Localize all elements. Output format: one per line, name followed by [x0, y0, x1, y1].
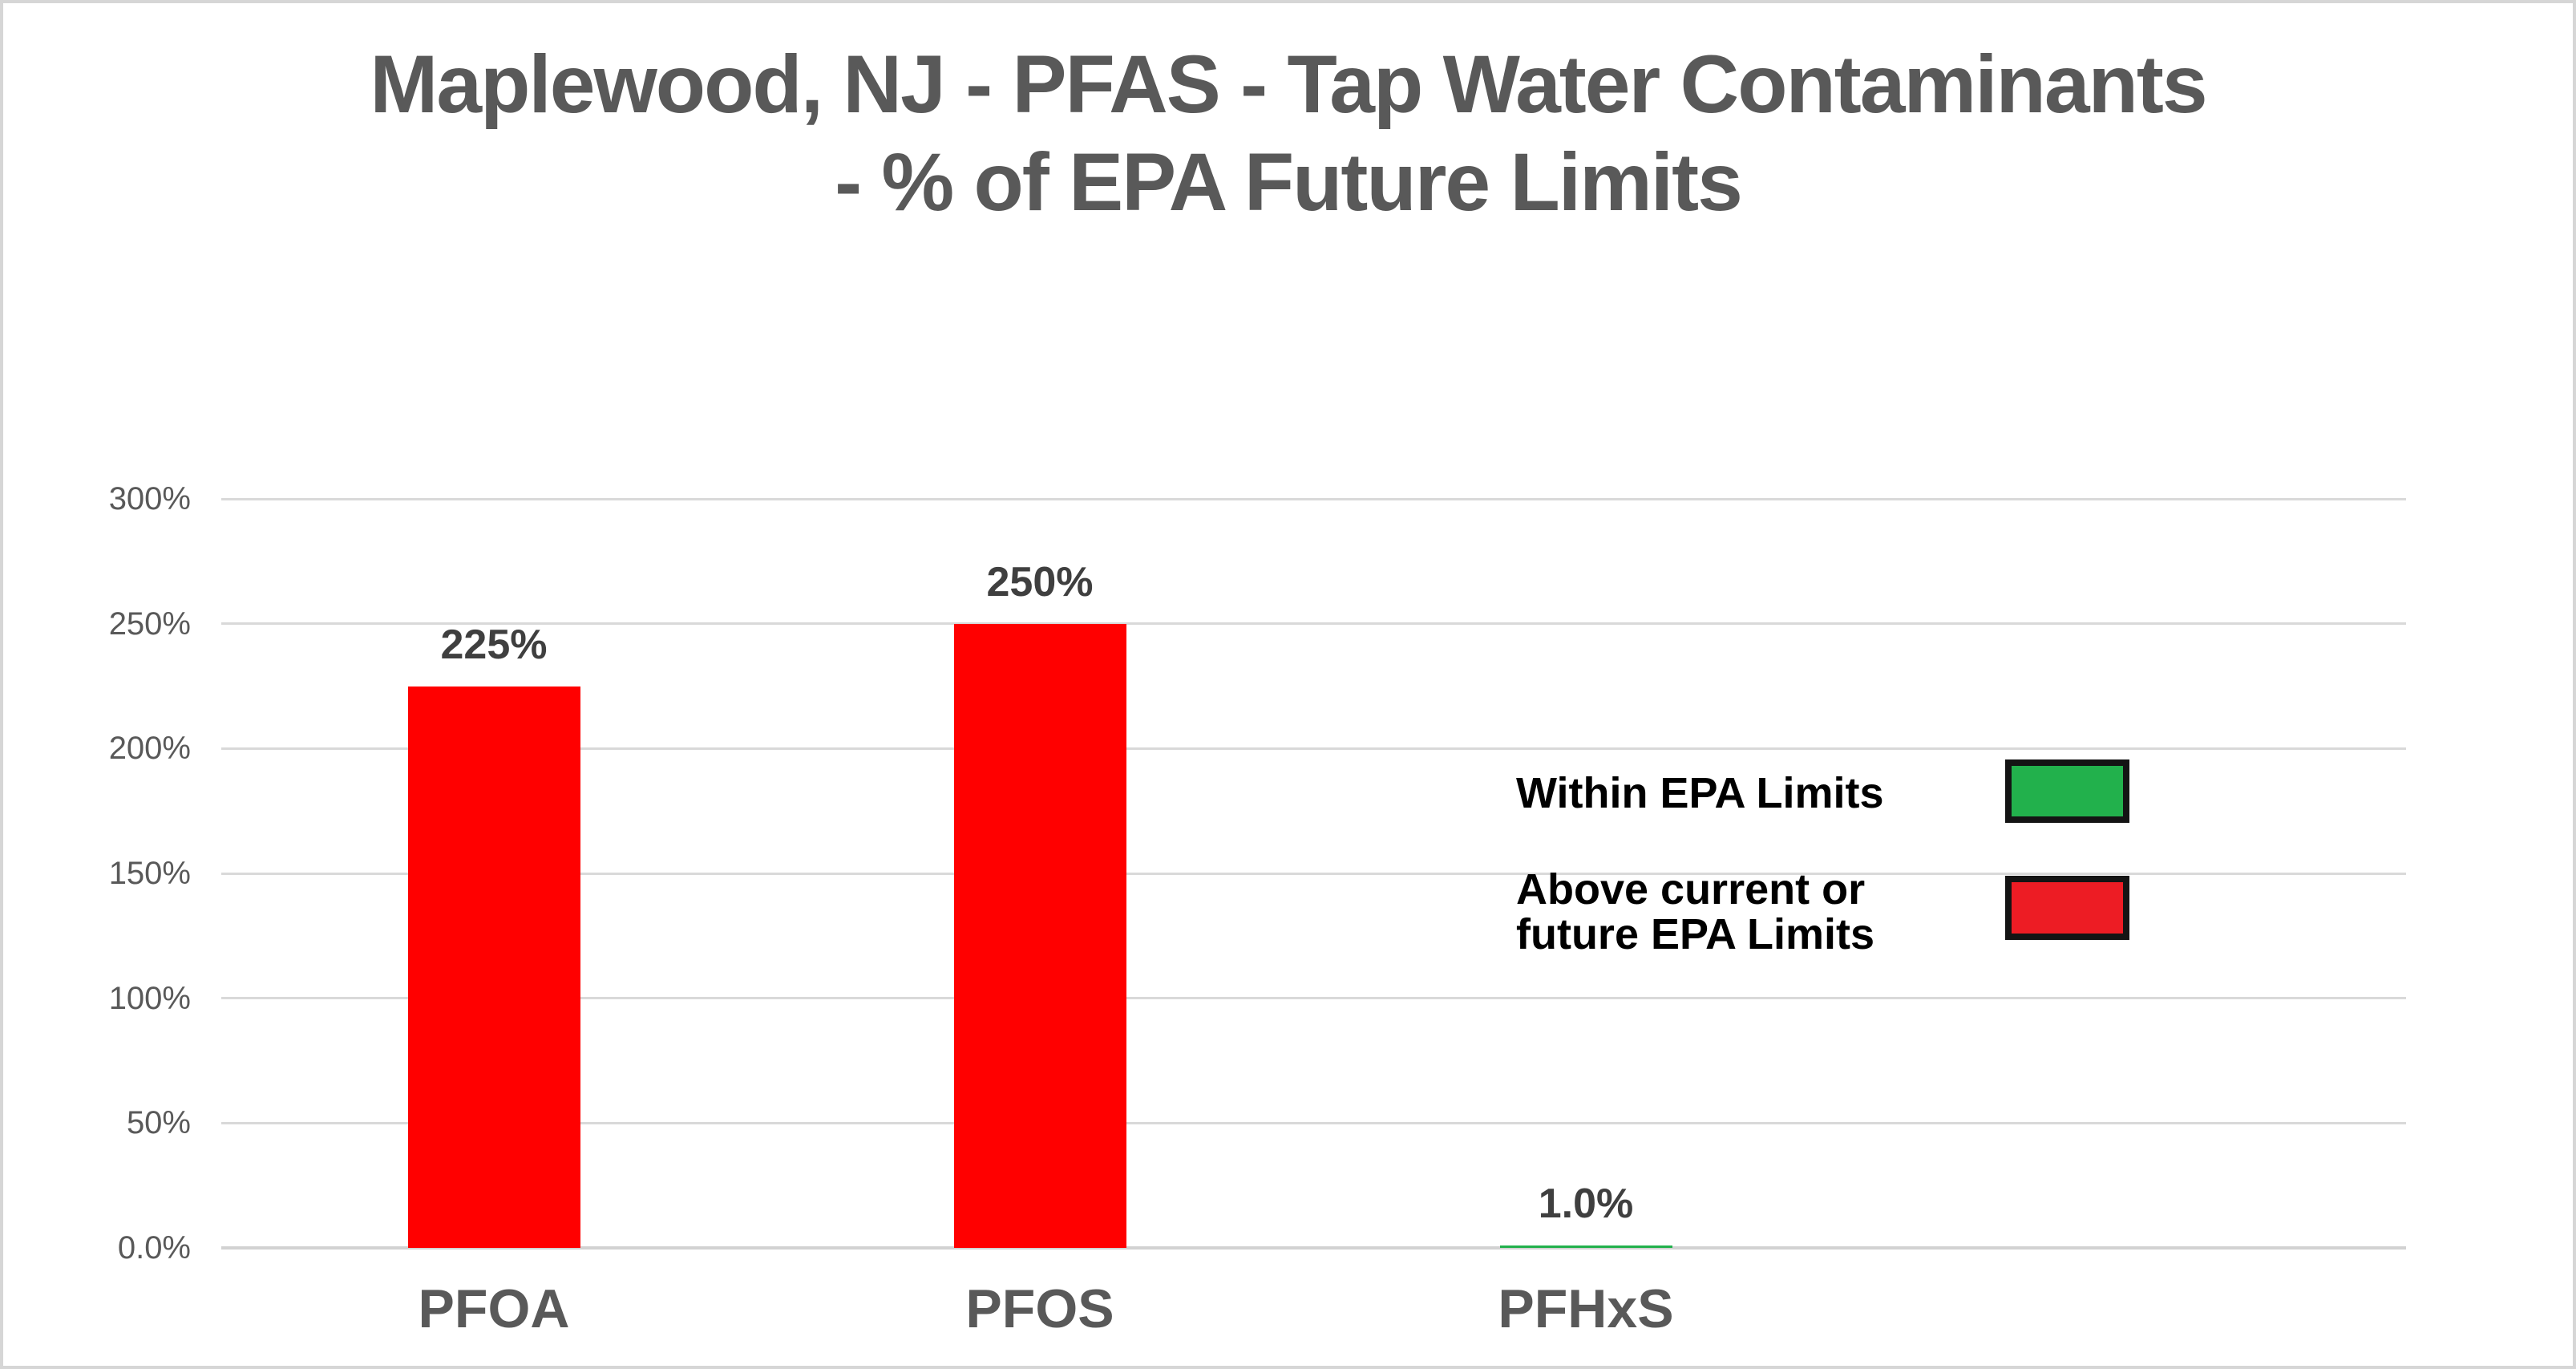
category-label: PFOS [965, 1278, 1114, 1339]
plot-area: 0.0% 50% 100% 150% 200% 250% 300% 225% PFOA 250% P… [3, 3, 2573, 1366]
bar-value-label: 225% [440, 621, 548, 668]
bar-pfhxs [1499, 1245, 1672, 1248]
legend-label-above-epa: Above current or future EPA Limits [1516, 867, 2029, 957]
y-tick-label: 300% [108, 481, 191, 516]
chart-title-line-1: Maplewood, NJ - PFAS - Tap Water Contami… [370, 38, 2207, 130]
y-tick-label: 200% [108, 731, 191, 767]
gridline [221, 622, 2406, 626]
gridline [221, 1121, 2406, 1124]
category-label: PFOA [418, 1278, 570, 1339]
legend-label-within-epa: Within EPA Limits [1516, 771, 1997, 816]
legend-label-above-epa-line-2: future EPA Limits [1516, 910, 1875, 958]
bar-pfos [953, 623, 1126, 1248]
category-label: PFHxS [1498, 1278, 1674, 1339]
gridline [221, 747, 2406, 750]
legend-swatch-above-epa [2005, 876, 2129, 940]
legend-swatch-within-epa [2005, 759, 2129, 823]
bar-pfoa [407, 686, 580, 1248]
gridline [221, 997, 2406, 1000]
y-tick-label: 150% [108, 856, 191, 891]
x-axis-line [221, 1246, 2406, 1250]
chart-title: Maplewood, NJ - PFAS - Tap Water Contami… [3, 35, 2573, 231]
y-tick-label: 100% [108, 980, 191, 1016]
bar-value-label: 1.0% [1538, 1180, 1634, 1227]
chart-title-line-2: - % of EPA Future Limits [835, 136, 1743, 228]
legend-label-within-epa-text: Within EPA Limits [1516, 769, 1884, 817]
y-tick-label: 250% [108, 606, 191, 642]
bar-value-label: 250% [986, 558, 1094, 606]
y-tick-label: 0.0% [117, 1230, 191, 1266]
legend-label-above-epa-line-1: Above current or [1516, 865, 1866, 913]
gridline [221, 497, 2406, 500]
y-tick-label: 50% [126, 1105, 191, 1141]
gridline [221, 872, 2406, 875]
